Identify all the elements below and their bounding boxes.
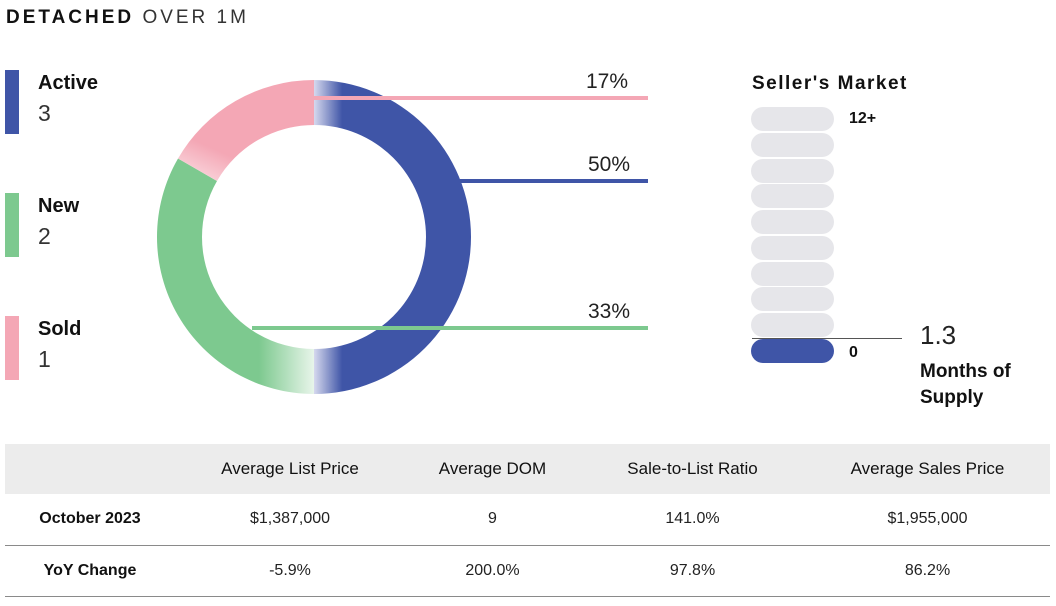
legend-label-active: Active xyxy=(38,72,99,94)
table-row: YoY Change -5.9% 200.0% 97.8% 86.2% xyxy=(5,545,1050,596)
donut-chart: 17% 50% 33% xyxy=(156,70,648,394)
title-light: OVER 1M xyxy=(142,7,249,28)
gauge-pill xyxy=(751,184,834,208)
legend-swatch-sold xyxy=(5,316,19,380)
gauge-pill xyxy=(751,107,834,131)
legend-value-active: 3 xyxy=(38,100,51,126)
title-bold: DETACHED xyxy=(6,7,135,28)
pct-label-sold: 17% xyxy=(586,70,628,93)
gauge-pill xyxy=(751,313,834,337)
stats-table: Average List Price Average DOM Sale-to-L… xyxy=(5,444,1050,597)
legend-value-sold: 1 xyxy=(38,346,51,372)
donut-slice-new xyxy=(156,158,314,394)
gauge-pill xyxy=(751,133,834,157)
table-header-cell xyxy=(5,444,175,494)
legend-swatch-active xyxy=(5,70,19,134)
gauge-min-label: 0 xyxy=(849,344,858,361)
pct-label-new: 33% xyxy=(588,300,630,323)
table-cell: 200.0% xyxy=(465,561,520,579)
gauge-pill xyxy=(751,236,834,260)
page-title: DETACHED OVER 1M xyxy=(6,7,249,29)
row-label: October 2023 xyxy=(39,510,141,528)
table-row: October 2023 $1,387,000 9 141.0% $1,955,… xyxy=(5,494,1050,545)
months-of-supply-label: Months of Supply xyxy=(920,361,1011,408)
table-header-cell: Average List Price xyxy=(221,459,359,478)
table-header-cell: Sale-to-List Ratio xyxy=(627,459,758,478)
table-header-cell: Average DOM xyxy=(438,459,547,478)
months-of-supply-value: 1.3 xyxy=(920,320,957,350)
table-cell: -5.9% xyxy=(269,561,311,579)
pct-label-active: 50% xyxy=(588,153,630,176)
row-label: YoY Change xyxy=(43,561,137,579)
legend-label-sold: Sold xyxy=(38,318,82,340)
table-cell: $1,955,000 xyxy=(887,510,968,528)
table-cell: 86.2% xyxy=(904,561,951,579)
table-cell: 9 xyxy=(488,510,497,528)
gauge-max-label: 12+ xyxy=(849,110,877,127)
gauge-pill xyxy=(751,210,834,234)
gauge-marker-line xyxy=(752,338,902,339)
gauge-pill xyxy=(751,262,834,286)
gauge-pill-active xyxy=(751,339,834,363)
table-cell: 97.8% xyxy=(669,561,716,579)
table-cell: 141.0% xyxy=(665,510,720,528)
donut-slice-active xyxy=(314,80,471,394)
market-title: Seller's Market xyxy=(752,73,908,94)
legend-swatch-new xyxy=(5,193,19,257)
legend-label-new: New xyxy=(38,195,80,217)
table-header-row: Average List Price Average DOM Sale-to-L… xyxy=(5,444,1050,494)
table-header-cell: Average Sales Price xyxy=(850,459,1005,478)
legend-value-new: 2 xyxy=(38,223,51,249)
table-cell: $1,387,000 xyxy=(249,510,331,528)
gauge-pill xyxy=(751,159,834,183)
gauge-pill xyxy=(751,287,834,311)
donut-slice-sold xyxy=(178,80,314,181)
